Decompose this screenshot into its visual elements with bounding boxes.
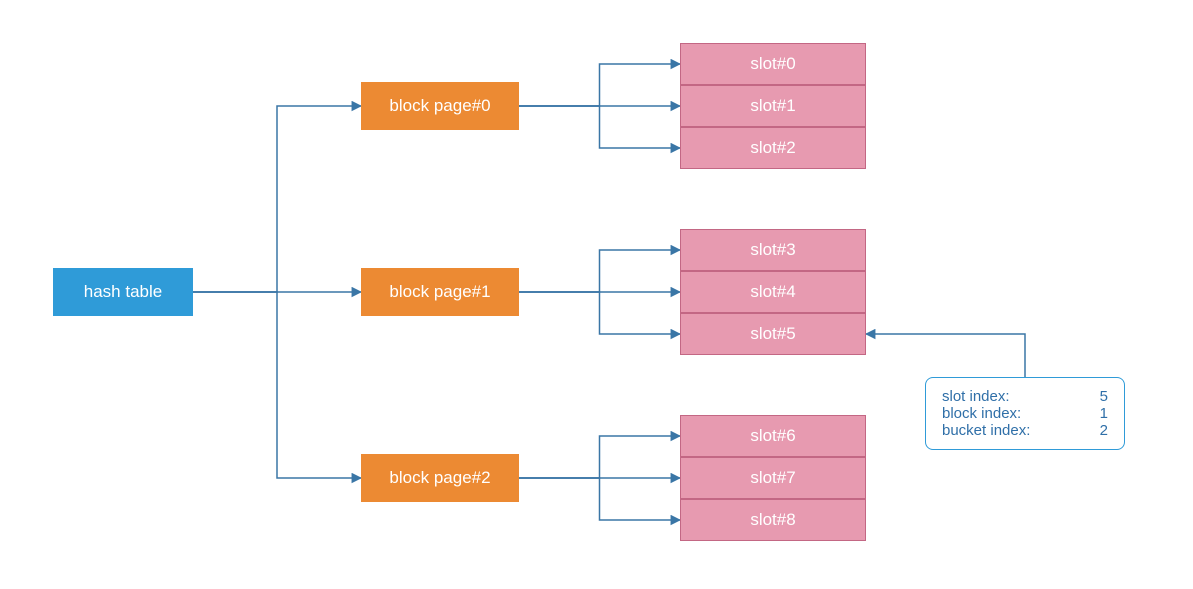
slot-5: slot#5 xyxy=(680,313,866,355)
edge-block0-to-slot2 xyxy=(519,106,680,148)
edge-hash-to-block-0 xyxy=(193,106,361,292)
slot-0: slot#0 xyxy=(680,43,866,85)
callout-row-1: block index: 1 xyxy=(942,405,1108,422)
slot-8-label: slot#8 xyxy=(750,510,795,530)
edge-block1-to-slot2 xyxy=(519,292,680,334)
block-page-1: block page#1 xyxy=(361,268,519,316)
slot-4: slot#4 xyxy=(680,271,866,313)
slot-0-label: slot#0 xyxy=(750,54,795,74)
callout-row-2: bucket index: 2 xyxy=(942,422,1108,439)
slot-2-label: slot#2 xyxy=(750,138,795,158)
callout-value: 1 xyxy=(1100,405,1108,422)
slot-6: slot#6 xyxy=(680,415,866,457)
slot-8: slot#8 xyxy=(680,499,866,541)
slot-1-label: slot#1 xyxy=(750,96,795,116)
callout-label: block index: xyxy=(942,405,1021,422)
slot-7-label: slot#7 xyxy=(750,468,795,488)
callout-value: 2 xyxy=(1100,422,1108,439)
callout-row-0: slot index: 5 xyxy=(942,388,1108,405)
slot-2: slot#2 xyxy=(680,127,866,169)
edge-block1-to-slot0 xyxy=(519,250,680,292)
edge-block2-to-slot0 xyxy=(519,436,680,478)
edge-hash-to-block-2 xyxy=(193,292,361,478)
callout-label: bucket index: xyxy=(942,422,1030,439)
slot-5-label: slot#5 xyxy=(750,324,795,344)
hash-table-node: hash table xyxy=(53,268,193,316)
index-callout: slot index: 5 block index: 1 bucket index: 2 xyxy=(925,377,1125,450)
block-page-2-label: block page#2 xyxy=(389,468,490,488)
slot-3-label: slot#3 xyxy=(750,240,795,260)
slot-3: slot#3 xyxy=(680,229,866,271)
edge-block2-to-slot2 xyxy=(519,478,680,520)
slot-1: slot#1 xyxy=(680,85,866,127)
edge-block0-to-slot0 xyxy=(519,64,680,106)
callout-label: slot index: xyxy=(942,388,1010,405)
hash-table-label: hash table xyxy=(84,282,162,302)
callout-value: 5 xyxy=(1100,388,1108,405)
block-page-2: block page#2 xyxy=(361,454,519,502)
edge-callout-to-slot5 xyxy=(866,334,1025,377)
slot-6-label: slot#6 xyxy=(750,426,795,446)
block-page-0-label: block page#0 xyxy=(389,96,490,116)
slot-7: slot#7 xyxy=(680,457,866,499)
slot-4-label: slot#4 xyxy=(750,282,795,302)
block-page-0: block page#0 xyxy=(361,82,519,130)
block-page-1-label: block page#1 xyxy=(389,282,490,302)
